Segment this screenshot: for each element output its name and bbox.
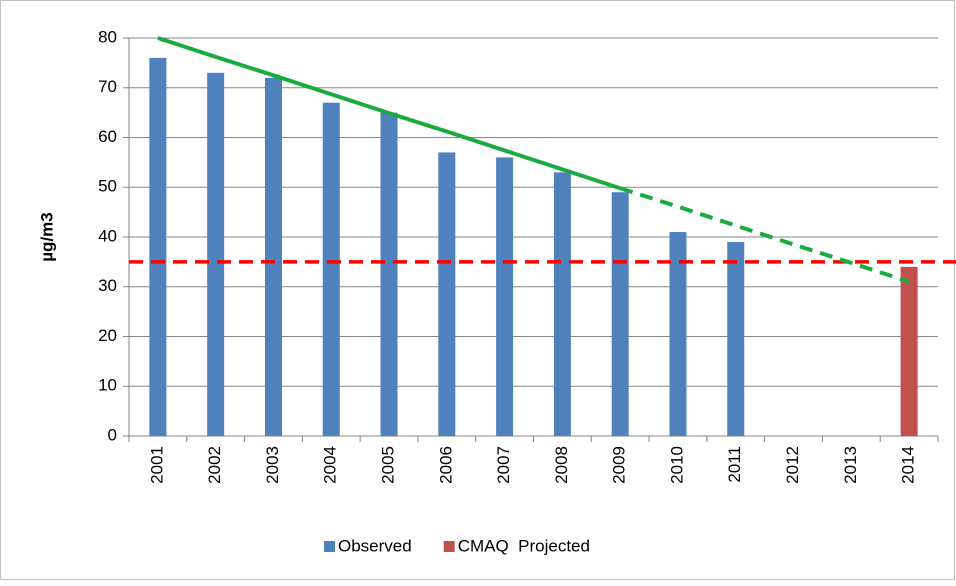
- x-tick-label: 2011: [725, 446, 744, 483]
- x-tick-label: 2014: [899, 446, 918, 484]
- legend-swatch: [324, 541, 335, 552]
- bar: [207, 72, 225, 436]
- bar: [900, 266, 918, 436]
- bar: [553, 172, 571, 436]
- x-tick-label: 2005: [379, 446, 398, 484]
- x-tick-label: 2007: [494, 446, 513, 484]
- x-tick-label: 2013: [841, 446, 860, 484]
- x-tick-label: 2009: [610, 446, 629, 484]
- y-tick-label: 80: [98, 27, 117, 46]
- x-tick-label: 2003: [263, 446, 282, 484]
- bar: [669, 232, 687, 436]
- legend-swatch: [443, 541, 455, 552]
- y-tick-label: 60: [98, 127, 117, 146]
- y-tick-label: 50: [98, 177, 117, 196]
- bar: [438, 152, 456, 437]
- trend-line: [157, 36, 621, 191]
- bar: [496, 157, 514, 436]
- y-tick-label: 20: [98, 326, 117, 345]
- x-tick-label: 2006: [436, 446, 455, 484]
- bar: [380, 112, 398, 436]
- y-axis-label: µg/m3: [37, 212, 56, 261]
- trend-line: [619, 186, 910, 284]
- y-tick-label: 40: [98, 226, 117, 245]
- bar: [149, 57, 167, 437]
- x-tick-label: 2012: [783, 446, 802, 484]
- y-tick-label: 30: [98, 276, 117, 295]
- bar: [322, 102, 340, 437]
- legend-label: CMAQ Projected: [458, 536, 590, 555]
- x-tick-label: 2001: [147, 446, 166, 484]
- bar: [611, 192, 629, 436]
- x-tick-label: 2008: [552, 446, 571, 484]
- y-tick-label: 70: [98, 77, 117, 96]
- bar: [727, 241, 745, 436]
- legend-label: Observed: [338, 536, 412, 555]
- bar: [264, 77, 282, 437]
- y-tick-label: 0: [108, 425, 117, 444]
- x-tick-label: 2010: [667, 446, 686, 484]
- y-tick-label: 10: [98, 376, 117, 395]
- x-tick-label: 2002: [205, 446, 224, 484]
- x-tick-label: 2004: [321, 446, 340, 484]
